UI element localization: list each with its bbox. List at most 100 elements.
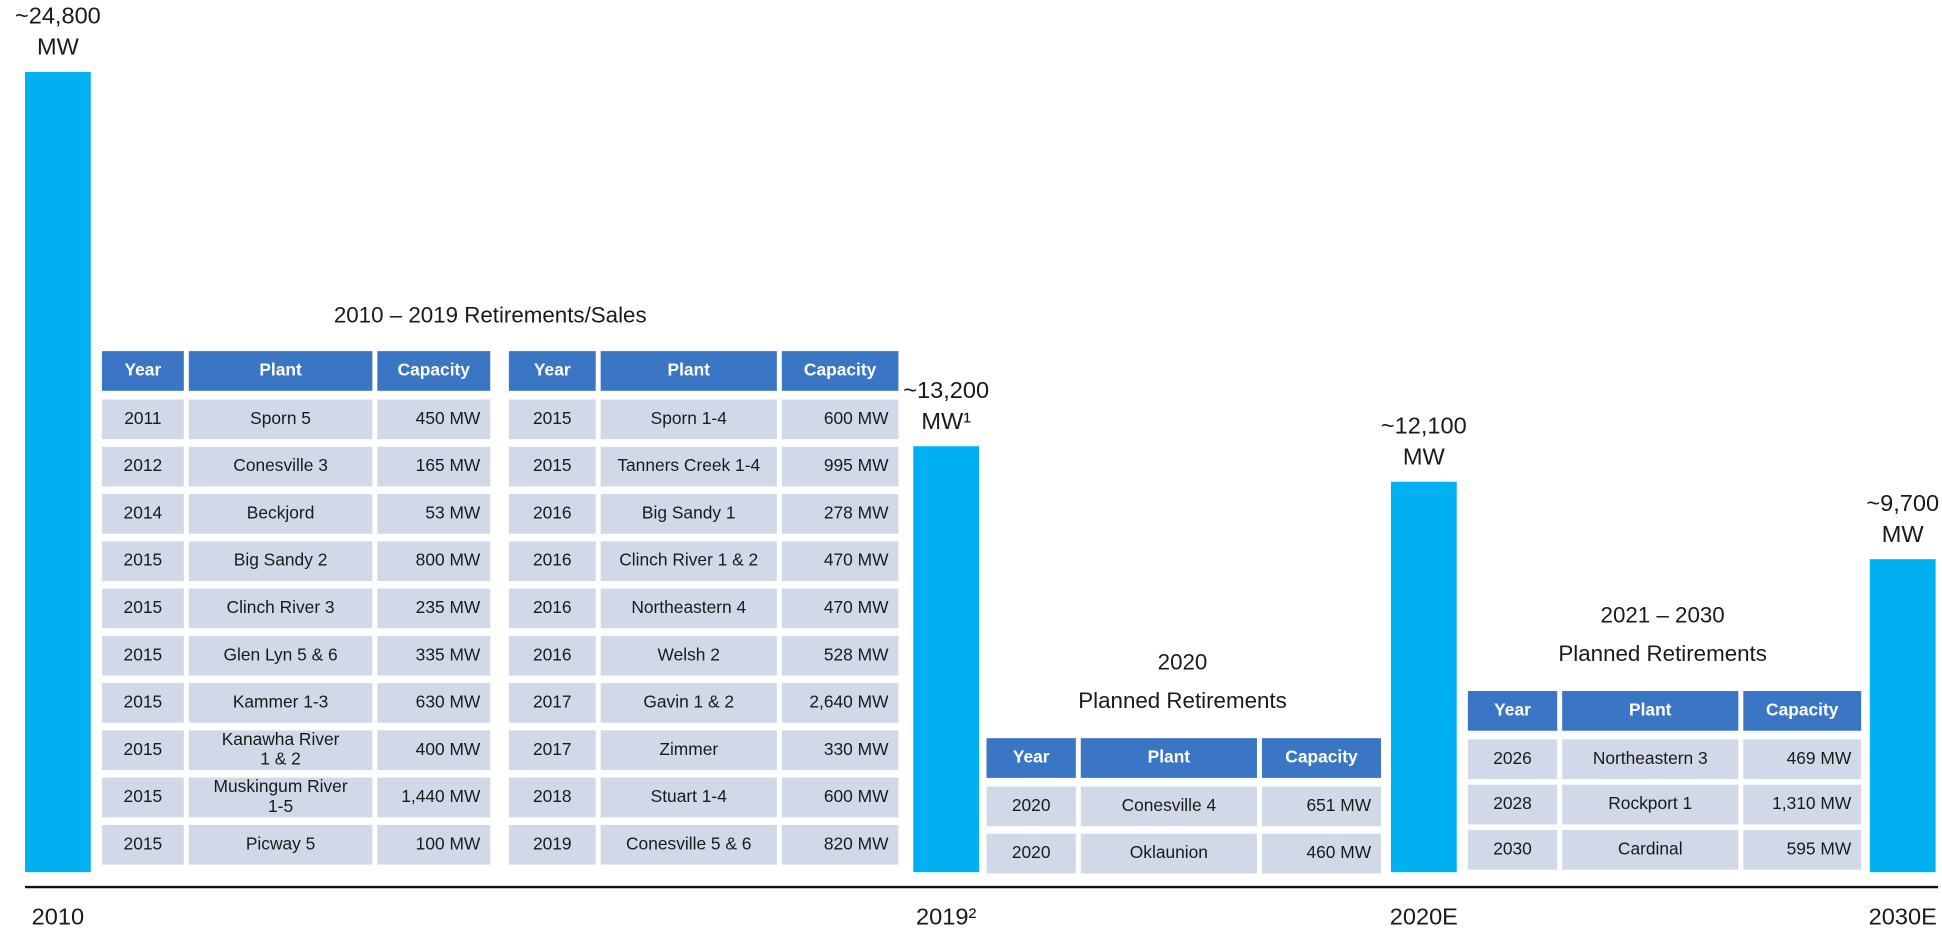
cell-text: 2015 (124, 597, 163, 617)
table-cell (600, 494, 777, 534)
table-cell (101, 399, 184, 440)
cell-text: 630 MW (416, 692, 481, 712)
table-cell (1743, 784, 1862, 825)
cell-text: 2016 (533, 550, 572, 570)
table-cell (781, 635, 899, 676)
table-cell (600, 446, 777, 487)
cell-text: 651 MW (1306, 795, 1371, 815)
cell-text: 165 MW (416, 455, 481, 475)
header-text: Capacity (804, 360, 877, 380)
table-cell (188, 635, 373, 676)
cell-text: Picway 5 (246, 833, 315, 853)
table-cell (781, 588, 899, 629)
cell-text: Conesville 4 (1122, 795, 1217, 815)
cell-text: 2030 (1493, 838, 1532, 858)
cell-text: Northeastern 4 (631, 597, 746, 617)
table-cell (781, 730, 899, 771)
table-cell (188, 399, 373, 440)
cell-text: 2016 (533, 597, 572, 617)
table-cell (101, 541, 184, 581)
value-label: MW¹ (921, 408, 971, 434)
header-cell (1080, 738, 1257, 778)
table-cell (781, 446, 899, 487)
table-cell (377, 588, 491, 629)
header-cell (600, 351, 777, 391)
cell-text: 2012 (124, 455, 163, 475)
table-cell (377, 683, 491, 723)
table-cell (101, 824, 184, 865)
header-cell (781, 351, 899, 391)
table-cell (377, 399, 491, 440)
cell-text: 1-5 (268, 796, 293, 816)
header-text: Year (534, 360, 571, 380)
header-text: Year (125, 360, 162, 380)
cell-text: 2016 (533, 502, 572, 522)
table-title: 2020 (1158, 650, 1208, 675)
cell-text: Rockport 1 (1608, 793, 1692, 813)
table-title: Planned Retirements (1558, 641, 1767, 666)
cell-text: 2015 (124, 833, 163, 853)
cell-text: 528 MW (824, 644, 889, 664)
cell-text: 470 MW (824, 597, 889, 617)
cell-text: Welsh 2 (658, 644, 720, 664)
value-label: ~13,200 (903, 377, 989, 403)
cell-text: Clinch River 1 & 2 (619, 550, 758, 570)
cell-text: Northeastern 3 (1593, 748, 1708, 768)
table-cell (1261, 786, 1382, 827)
category-label: 2030E (1869, 903, 1937, 928)
cell-text: Sporn 1-4 (651, 408, 728, 428)
category-label: 2020E (1390, 903, 1458, 928)
header-text: Plant (668, 360, 711, 380)
cell-text: Cardinal (1618, 838, 1683, 858)
cell-text: 2026 (1493, 748, 1532, 768)
header-cell (508, 351, 596, 391)
table-cell (101, 588, 184, 629)
table-cell (1743, 829, 1862, 870)
table-cell (508, 777, 596, 818)
table-cell (1562, 784, 1739, 825)
cell-text: 595 MW (1787, 838, 1852, 858)
cell-text: 2028 (1493, 793, 1532, 813)
table-cell (188, 588, 373, 629)
cell-text: 600 MW (824, 408, 889, 428)
table-cell (377, 777, 491, 818)
cell-text: Big Sandy 2 (234, 550, 328, 570)
table-cell (600, 683, 777, 723)
cell-text: 2011 (124, 408, 161, 428)
table-cell (781, 683, 899, 723)
cell-text: Kanawha River (222, 729, 340, 749)
table-cell (600, 777, 777, 818)
value-label: ~12,100 (1381, 412, 1467, 438)
table-cell (377, 824, 491, 865)
table-cell (781, 399, 899, 440)
table-cell (377, 446, 491, 487)
header-cell (188, 351, 373, 391)
cell-text: 2018 (533, 786, 572, 806)
table-cell (781, 777, 899, 818)
header-cell (1743, 691, 1862, 731)
table-cell (1261, 833, 1382, 874)
cell-text: 1 & 2 (260, 749, 301, 769)
bar (1390, 481, 1457, 873)
cell-text: Zimmer (659, 739, 718, 759)
cell-text: 2015 (124, 739, 163, 759)
table-cell (188, 777, 373, 818)
table-cell (508, 730, 596, 771)
table-cell (508, 399, 596, 440)
cell-text: 995 MW (824, 455, 889, 475)
category-label: 2019² (916, 903, 976, 928)
value-label: MW (1882, 521, 1925, 547)
cell-text: 450 MW (416, 408, 481, 428)
table-cell (508, 588, 596, 629)
table-cell (188, 683, 373, 723)
table-cell (1743, 739, 1862, 780)
cell-text: 235 MW (416, 597, 481, 617)
header-cell (101, 351, 184, 391)
cell-text: Beckjord (247, 502, 315, 522)
table-cell (188, 494, 373, 534)
table-title: 2021 – 2030 (1601, 603, 1725, 628)
table-cell (600, 824, 777, 865)
table-cell (1562, 829, 1739, 870)
table-cell (101, 730, 184, 771)
